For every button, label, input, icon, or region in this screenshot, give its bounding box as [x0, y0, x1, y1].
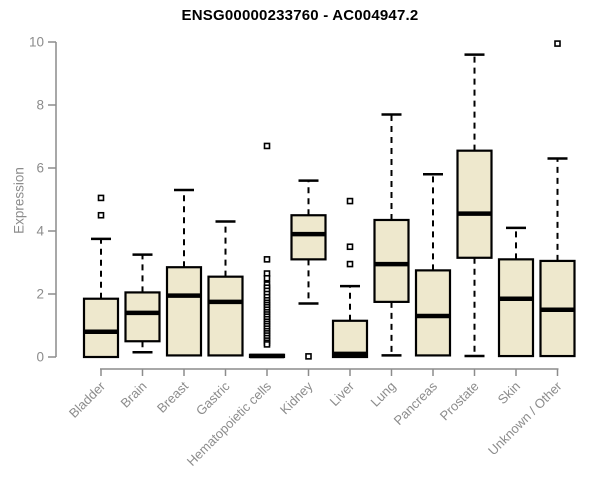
x-tick-label-kidney: Kidney [277, 378, 316, 417]
box-kidney [290, 214, 327, 261]
outlier-unknown-other [554, 40, 561, 47]
outlier-hematopoietic-cells [263, 341, 271, 348]
x-tick-label-prostate: Prostate [437, 379, 482, 424]
x-tick-label-unknown-other: Unknown / Other [485, 378, 565, 458]
y-tick-label-2: 2 [36, 287, 44, 302]
y-tick-label-4: 4 [36, 224, 44, 239]
box-skin [497, 258, 535, 358]
x-tick-label-lung: Lung [368, 379, 399, 410]
y-tick-label-0: 0 [36, 350, 44, 365]
x-tick-label-breast: Breast [154, 378, 191, 415]
box-liver [331, 319, 369, 359]
box-lung [373, 218, 410, 303]
box-breast [165, 266, 203, 357]
x-tick-label-liver: Liver [327, 378, 358, 409]
box-pancreas [414, 269, 452, 357]
x-tick-label-skin: Skin [495, 379, 523, 407]
outlier-hematopoietic-cells [263, 274, 271, 282]
box-prostate [456, 149, 493, 259]
y-tick-label-6: 6 [36, 161, 44, 176]
outlier-bladder [97, 194, 105, 202]
y-tick-label-10: 10 [29, 35, 44, 50]
x-tick-label-brain: Brain [118, 379, 150, 411]
outlier-hematopoietic-cells [263, 142, 271, 150]
box-bladder [82, 297, 120, 359]
box-gastric [207, 275, 244, 357]
y-tick-label-8: 8 [36, 98, 44, 113]
outlier-bladder [97, 211, 105, 219]
outlier-liver [346, 243, 354, 251]
x-tick-label-gastric: Gastric [193, 378, 233, 418]
outlier-liver [346, 197, 354, 205]
outlier-kidney [305, 353, 312, 360]
chart-title: ENSG00000233760 - AC004947.2 [181, 7, 419, 24]
box-brain [124, 291, 161, 343]
outlier-hematopoietic-cells [263, 256, 271, 263]
x-tick-label-pancreas: Pancreas [391, 378, 441, 428]
x-tick-label-bladder: Bladder [66, 378, 109, 421]
outlier-liver [346, 260, 354, 268]
